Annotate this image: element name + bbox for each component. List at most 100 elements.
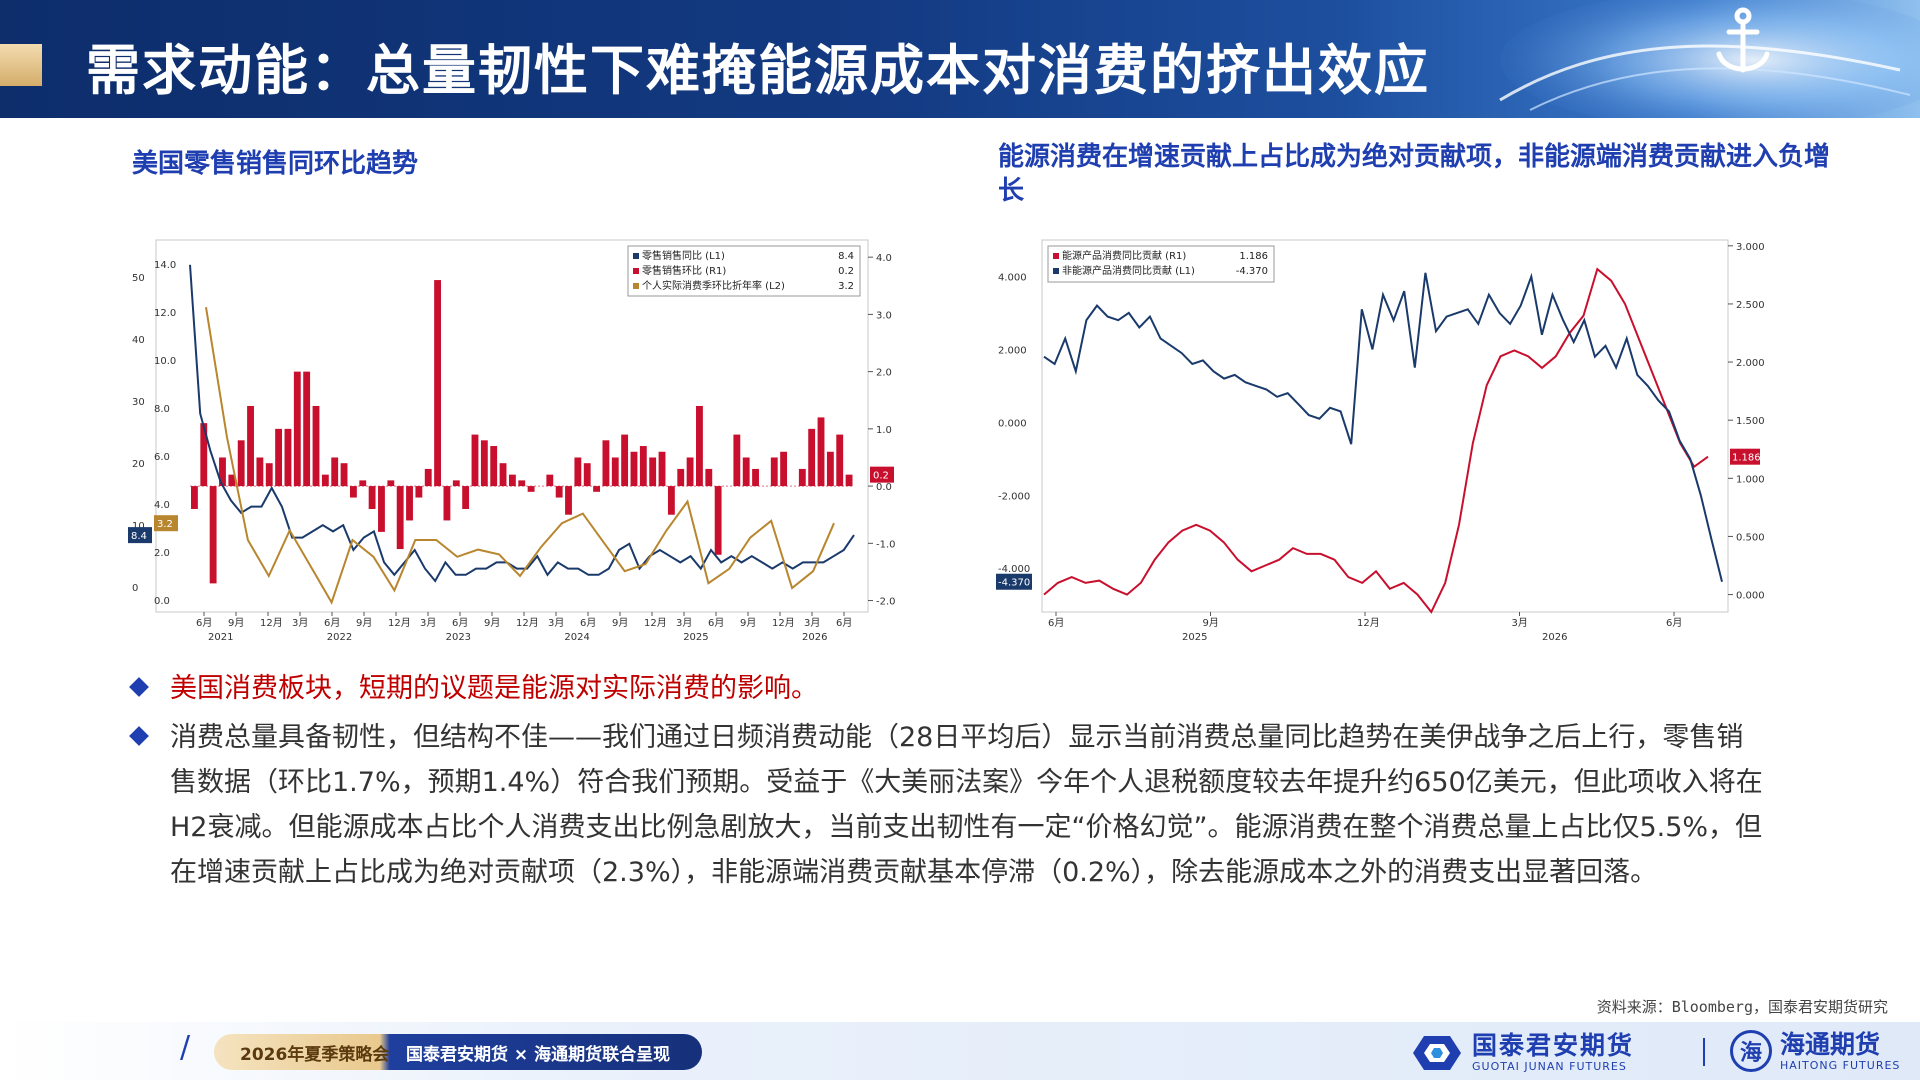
mom-bar xyxy=(649,457,657,487)
mom-bar xyxy=(770,457,778,487)
y-tick-left1: 10 xyxy=(132,521,145,532)
right-chart-title: 能源消费在增速贡献上占比成为绝对贡献项，非能源端消费贡献进入负增长 xyxy=(998,142,1831,206)
x-tick-month: 9月 xyxy=(1203,617,1219,629)
y-tick-left: 2.000 xyxy=(998,345,1027,356)
mom-bar xyxy=(658,451,666,487)
haitong-logo-icon: 海 xyxy=(1730,1030,1772,1072)
x-tick-month: 12月 xyxy=(260,617,283,629)
mom-bar xyxy=(340,463,348,487)
x-tick-year: 2022 xyxy=(327,632,352,643)
mom-bar xyxy=(780,451,788,487)
page-title: 需求动能：总量韧性下难掩能源成本对消费的挤出效应 xyxy=(86,39,1430,102)
logo-divider xyxy=(1703,1038,1705,1066)
haitong-logo: 海 海通期货 HAITONG FUTURES xyxy=(1730,1030,1900,1072)
mom-bar xyxy=(452,480,460,487)
mom-bar xyxy=(527,486,535,492)
source-note: 资料来源：Bloomberg，国泰君安期货研究 xyxy=(1596,998,1888,1016)
non-energy-line xyxy=(1043,272,1723,582)
bullet-item: 美国消费板块，短期的议题是能源对实际消费的影响。 xyxy=(128,666,1768,711)
mom-bar xyxy=(677,468,685,487)
y-tick-left2: 8.0 xyxy=(154,404,170,415)
x-tick-month: 3月 xyxy=(1512,617,1528,629)
mom-bar xyxy=(359,480,367,487)
legend-box xyxy=(627,245,861,297)
y-tick-left1: 20 xyxy=(132,459,145,470)
energy-contribution-chart: 4.000 2.000 0.000 -2.000 -4.000 3.000 2.500 2.0… xyxy=(996,232,1796,660)
yoy-last-value: 8.4 xyxy=(131,531,147,542)
mom-bar xyxy=(191,486,198,509)
mom-bar xyxy=(508,474,516,487)
mom-bar xyxy=(630,451,638,487)
event-banner-title: 2026年夏季策略会 xyxy=(240,1044,390,1065)
x-tick-month: 9月 xyxy=(612,617,628,629)
mom-bar xyxy=(406,486,413,521)
legend-value: 1.186 xyxy=(1239,251,1268,262)
mom-bar xyxy=(826,451,834,487)
mom-bar xyxy=(424,468,432,487)
mom-bar xyxy=(331,457,339,487)
y-tick-left2: 12.0 xyxy=(154,308,176,319)
mom-bar xyxy=(836,434,844,487)
mom-bar xyxy=(565,486,572,515)
logo1-english: GUOTAI JUNAN FUTURES xyxy=(1472,1060,1627,1073)
y-tick-left: 4.000 xyxy=(998,272,1027,283)
x-tick-month: 9月 xyxy=(740,617,756,629)
footer-bar: / 2026年夏季策略会 国泰君安期货 × 海通期货联合呈现 国泰君安期货 GU… xyxy=(0,1022,1920,1080)
x-tick-month: 6月 xyxy=(1666,617,1682,629)
plot-area xyxy=(155,239,869,613)
energy-last-value: 1.186 xyxy=(1732,453,1761,464)
bullet-item: 消费总量具备韧性，但结构不佳——我们通过日频消费动能（28日平均后）显示当前消费… xyxy=(128,715,1768,895)
logo2-english: HAITONG FUTURES xyxy=(1780,1058,1901,1072)
header-accent xyxy=(0,44,42,86)
y-tick-left: 0.000 xyxy=(998,418,1027,429)
y-tick-left2: 10.0 xyxy=(154,356,176,367)
guotai-junan-logo: 国泰君安期货 GUOTAI JUNAN FUTURES xyxy=(1412,1032,1634,1073)
x-tick-month: 3月 xyxy=(292,617,308,629)
mom-bar xyxy=(415,486,423,498)
mom-bar xyxy=(462,486,470,509)
mom-bar xyxy=(705,468,713,487)
mom-bar xyxy=(742,457,750,487)
yoy-line xyxy=(189,264,855,583)
bullet-list: 美国消费板块，短期的议题是能源对实际消费的影响。 消费总量具备韧性，但结构不佳—… xyxy=(128,666,1768,895)
x-tick-year: 2025 xyxy=(683,632,708,643)
mom-bar xyxy=(798,468,806,487)
y-tick-left1: 50 xyxy=(132,273,145,284)
pce-last-value: 3.2 xyxy=(157,519,173,530)
mom-bar xyxy=(387,480,395,487)
mom-bar xyxy=(518,480,526,487)
diamond-bullet-icon xyxy=(129,677,149,697)
energy-contribution-chart-svg: 4.000 2.000 0.000 -2.000 -4.000 3.000 2.500 2.0… xyxy=(996,239,1765,643)
mom-bar xyxy=(583,463,591,487)
retail-sales-chart: 50 40 30 20 10 0 14.0 12.0 10.0 8.0 6.0 4.0 2.0 0.0 4.… xyxy=(128,232,928,660)
y-tick-left2: 14.0 xyxy=(154,260,176,271)
mom-bar xyxy=(733,434,741,487)
legend-value: 8.4 xyxy=(838,251,854,262)
bullet-text: 消费总量具备韧性，但结构不佳——我们通过日频消费动能（28日平均后）显示当前消费… xyxy=(170,722,1763,888)
non-energy-last-value: -4.370 xyxy=(998,578,1030,589)
y-tick-left1: 40 xyxy=(132,335,145,346)
y-tick-right1: 3.0 xyxy=(876,310,892,321)
legend-label: 零售销售同比 (L1) xyxy=(642,249,725,262)
mom-bar xyxy=(237,440,245,487)
y-tick-left2: 2.0 xyxy=(154,548,170,559)
left-chart-title: 美国零售销售同环比趋势 xyxy=(132,149,419,179)
x-tick-year: 2025 xyxy=(1182,632,1207,643)
mom-bar xyxy=(228,474,236,487)
x-tick-month: 12月 xyxy=(1357,617,1380,629)
mom-bar xyxy=(752,468,759,487)
legend-swatch xyxy=(1053,268,1059,274)
x-tick-year: 2024 xyxy=(564,632,589,643)
y-tick-right: 0.500 xyxy=(1736,532,1765,543)
legend-box xyxy=(1047,245,1275,283)
x-tick-year: 2023 xyxy=(446,632,471,643)
y-tick-left: -4.000 xyxy=(998,564,1030,575)
plot-area xyxy=(1041,239,1729,613)
mom-bar xyxy=(667,486,675,515)
mom-last-value: 0.2 xyxy=(873,471,889,482)
legend-value: -4.370 xyxy=(1236,266,1268,277)
y-tick-right1: 2.0 xyxy=(876,368,892,379)
mom-bar xyxy=(265,463,273,487)
x-tick-month: 12月 xyxy=(516,617,539,629)
mom-bar xyxy=(611,457,619,487)
